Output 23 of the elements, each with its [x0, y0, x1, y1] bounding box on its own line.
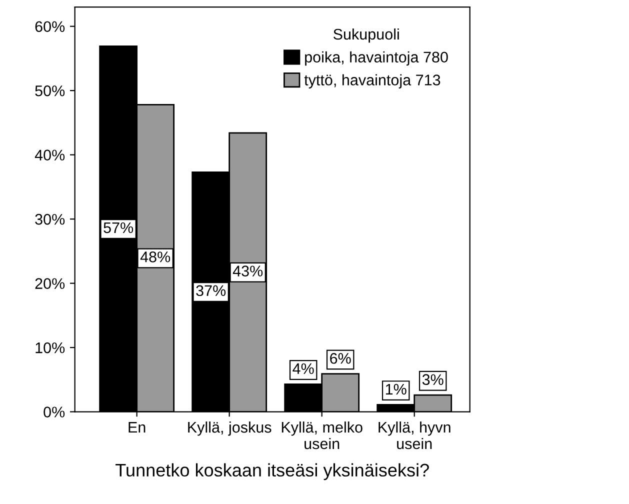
x-tick-label: En	[128, 422, 146, 433]
x-tick-label: Kyllä, melko usein	[282, 421, 362, 450]
data-label: 3%	[422, 374, 444, 385]
x-tick-label: Kyllä, hyvn usein	[378, 421, 450, 450]
x-axis-title: Tunnetko koskaan itseäsi yksinäiseksi?	[116, 463, 429, 480]
legend-label: tyttö, havaintoja 713	[304, 74, 440, 88]
y-tick-label: 50%	[35, 85, 65, 96]
data-label: 48%	[140, 252, 170, 262]
data-label: 1%	[386, 384, 406, 395]
legend-label: poika, havaintoja 780	[305, 51, 448, 66]
legend-title: Sukupuoli	[333, 28, 399, 43]
y-tick-label: 60%	[35, 21, 65, 32]
data-label: 43%	[232, 266, 263, 276]
y-tick-label: 10%	[36, 342, 65, 354]
data-label: 57%	[104, 222, 134, 234]
data-label: 37%	[196, 285, 226, 296]
y-tick-label: 20%	[35, 278, 65, 289]
y-tick-label: 0%	[44, 406, 65, 418]
data-label: 6%	[330, 352, 351, 364]
x-tick-label: Kyllä, joskus	[188, 421, 272, 436]
y-tick-label: 40%	[34, 150, 65, 160]
y-tick-label: 30%	[35, 214, 65, 225]
data-label: 4%	[292, 363, 314, 374]
